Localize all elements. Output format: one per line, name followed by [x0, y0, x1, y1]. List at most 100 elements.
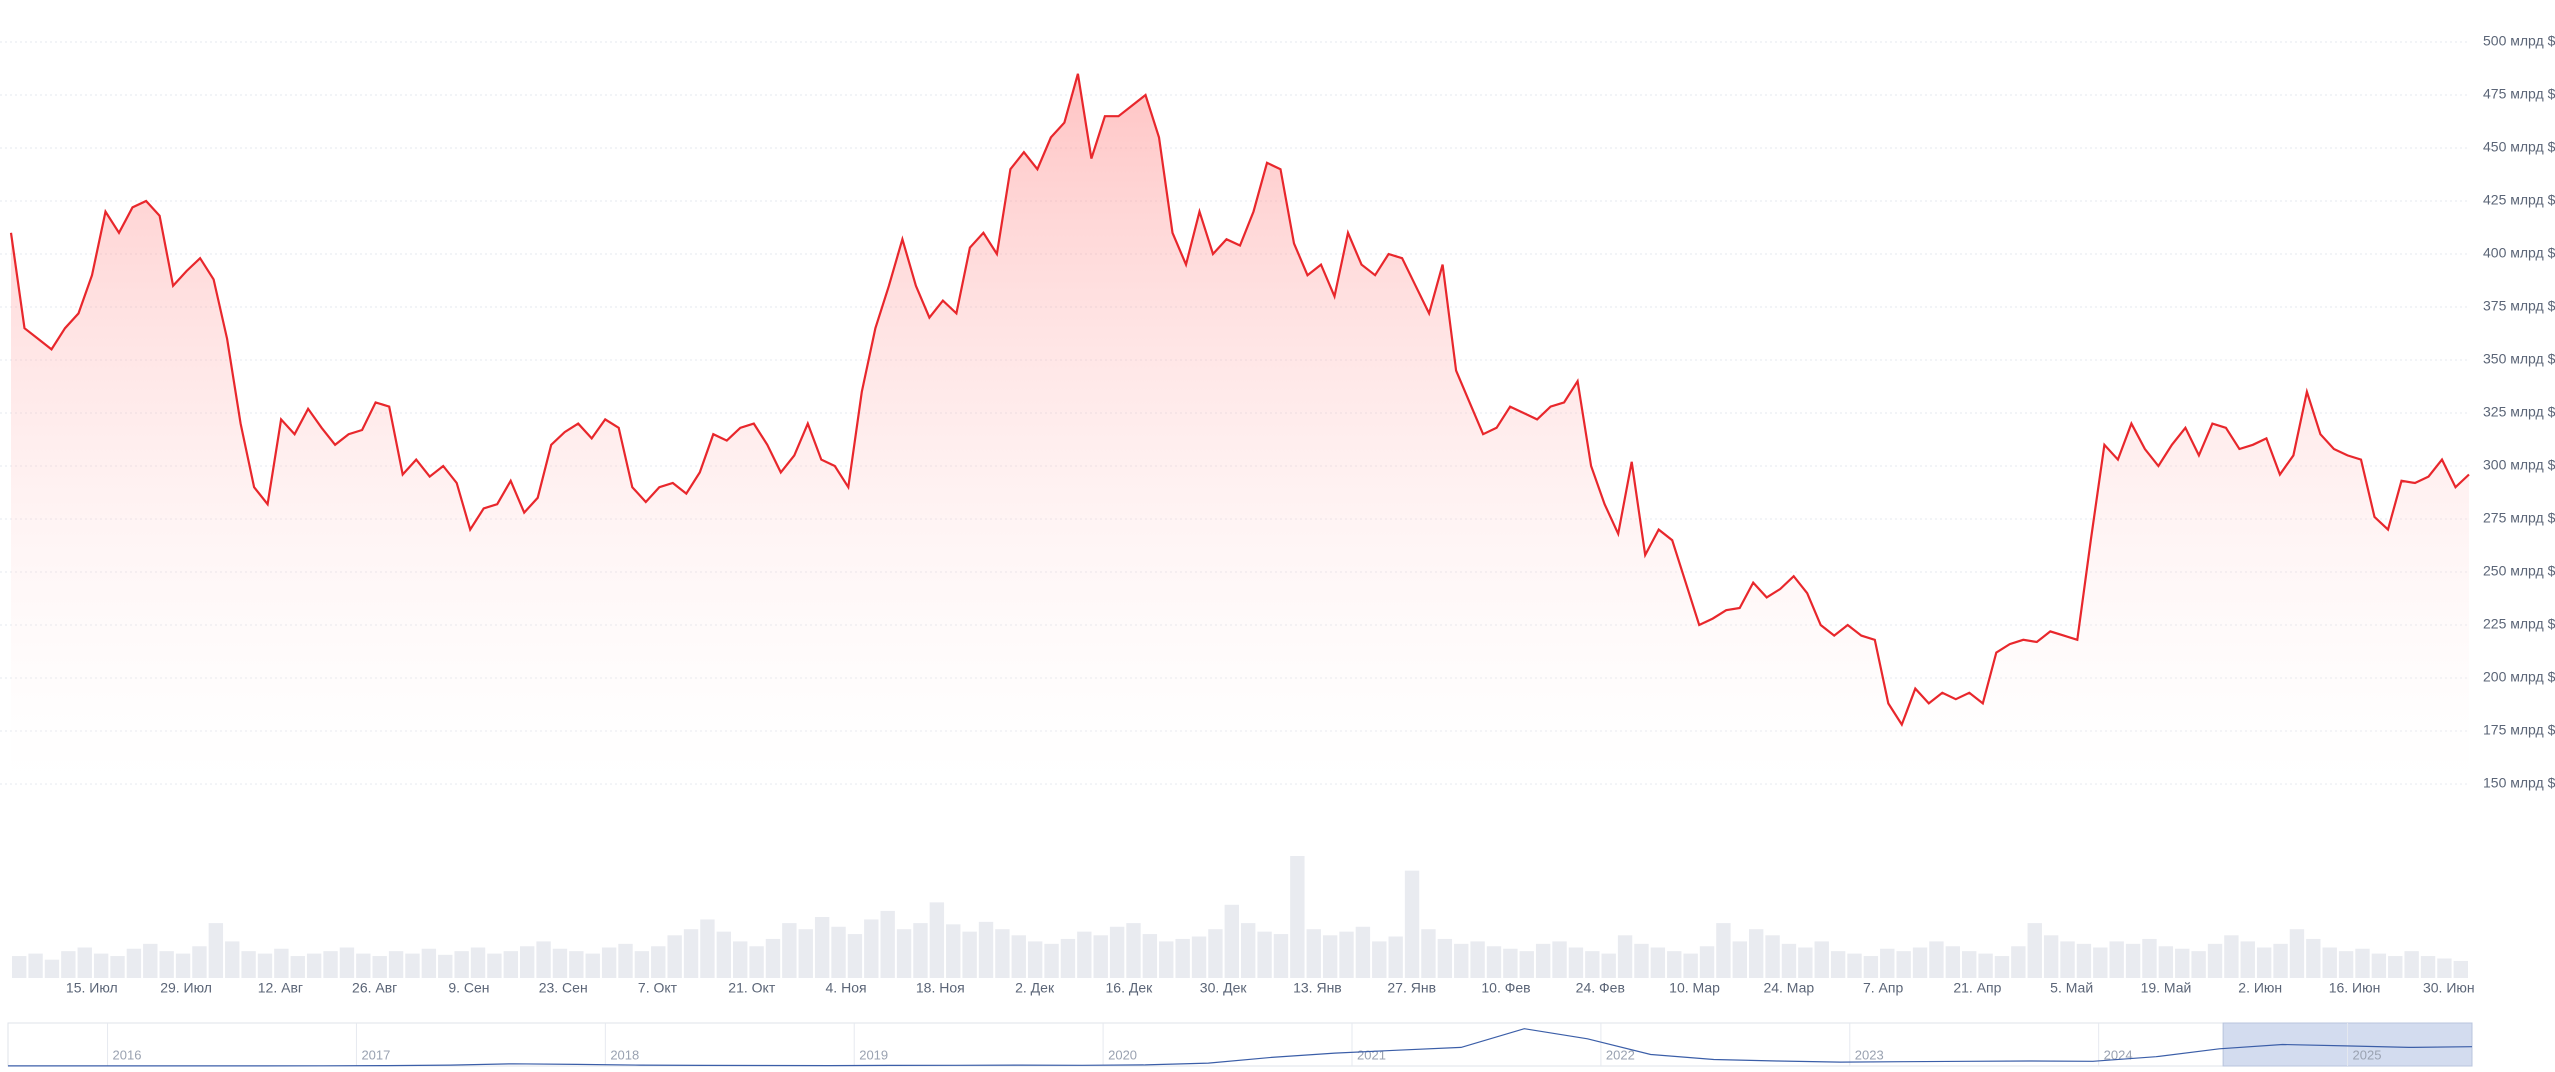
volume-bar [2093, 947, 2108, 978]
y-tick-label: 325 млрд $ [2483, 404, 2555, 420]
x-tick-label: 7. Окт [638, 980, 678, 996]
volume-bar [765, 938, 781, 978]
navigator-label: 2025 [2353, 1047, 2382, 1062]
y-tick-label: 475 млрд $ [2483, 86, 2555, 102]
volume-bar [1437, 938, 1453, 978]
volume-bar [618, 943, 633, 978]
volume-bar [683, 929, 699, 978]
volume-bar [470, 947, 486, 978]
navigator-label: 2019 [859, 1047, 888, 1062]
volume-bar [651, 946, 666, 978]
volume-bar [733, 941, 748, 978]
area [11, 73, 2469, 785]
volume-bar [569, 951, 584, 978]
volume-bar [1355, 926, 1371, 978]
volume-bar [159, 951, 174, 978]
y-tick-label: 150 млрд $ [2483, 775, 2555, 791]
volume-bar [2404, 951, 2419, 978]
volume-bar [2273, 943, 2288, 978]
volume-bar [2420, 956, 2436, 978]
volume-bar [1273, 934, 1289, 978]
x-tick-label: 21. Апр [1953, 980, 2001, 996]
volume-bar [388, 951, 404, 978]
volume-bar [323, 951, 338, 978]
volume-bar [61, 951, 76, 978]
volume-bar [143, 943, 158, 978]
volume-bar [175, 953, 191, 978]
volume-bar [1339, 931, 1354, 978]
volume-bar [1863, 956, 1879, 978]
navigator-label: 2016 [113, 1047, 142, 1062]
volume-bar [1290, 856, 1305, 978]
x-tick-label: 21. Окт [728, 980, 776, 996]
volume-bar [1404, 870, 1420, 978]
x-tick-label: 24. Фев [1576, 980, 1625, 996]
volume-bar [1617, 935, 1633, 978]
y-tick-label: 400 млрд $ [2483, 245, 2555, 261]
volume-bar [454, 951, 469, 978]
volume-bar [667, 935, 682, 978]
x-tick-label: 12. Авг [258, 980, 303, 996]
y-tick-label: 450 млрд $ [2483, 139, 2555, 155]
volume-bar [192, 946, 207, 978]
volume-bar [487, 953, 502, 978]
volume-bar [1224, 904, 1239, 978]
volume-bar [2322, 947, 2337, 978]
volume-bar [1781, 943, 1797, 978]
volume-bar [1568, 947, 1584, 978]
x-tick-label: 27. Янв [1387, 980, 1436, 996]
volume-bar [2437, 958, 2452, 978]
volume-bar [978, 921, 994, 978]
volume-bar [2191, 951, 2206, 978]
volume-bar [1912, 947, 1928, 978]
volume-bar [2453, 960, 2468, 978]
volume-bar [552, 948, 568, 978]
volume-bar [2125, 943, 2141, 978]
navigator-label: 2023 [1855, 1047, 1884, 1062]
volume-bar [929, 902, 945, 978]
volume-bar [1372, 941, 1387, 978]
x-tick-label: 9. Сен [448, 980, 489, 996]
x-tick-label: 30. Дек [1200, 980, 1248, 996]
volume-bar [1683, 953, 1698, 978]
volume-bar [2109, 941, 2124, 978]
volume-bar [1060, 938, 1076, 978]
volume-bar [749, 946, 764, 978]
x-tick-label: 15. Июл [66, 980, 118, 996]
volume-bar [1650, 947, 1666, 978]
volume-bar [1388, 936, 1403, 978]
volume-bar [2027, 923, 2042, 978]
volume-bar [1241, 923, 1256, 978]
volume-bar [274, 948, 289, 978]
volume-bar [126, 948, 142, 978]
volume-bar [1880, 948, 1895, 978]
volume-bar [2371, 953, 2387, 978]
volume-bar [1585, 951, 1600, 978]
volume-bar [896, 929, 912, 978]
volume-bar [1486, 946, 1502, 978]
navigator-label: 2022 [1606, 1047, 1635, 1062]
volume-bar [1748, 929, 1764, 978]
y-tick-label: 425 млрд $ [2483, 192, 2555, 208]
x-tick-label: 2. Июн [2238, 980, 2282, 996]
navigator-line [8, 1028, 2473, 1067]
volume-bar [1470, 941, 1485, 978]
volume-bar [1716, 923, 1731, 978]
volume-bar [2256, 947, 2272, 978]
y-tick-label: 250 млрд $ [2483, 563, 2555, 579]
volume-bar [12, 956, 27, 978]
volume-bar [257, 953, 273, 978]
volume-bar [1306, 929, 1321, 978]
volume-bar [1667, 951, 1682, 978]
volume-bar [1191, 936, 1207, 978]
volume-bar [2175, 948, 2190, 978]
volume-bar [1830, 951, 1846, 978]
x-tick-label: 13. Янв [1293, 980, 1342, 996]
volume-bar [1077, 931, 1092, 978]
volume-bar [1552, 941, 1567, 978]
volume-bar [798, 929, 813, 978]
volume-bar [356, 953, 371, 978]
volume-bar [1601, 953, 1616, 978]
volume-bar [28, 953, 43, 978]
